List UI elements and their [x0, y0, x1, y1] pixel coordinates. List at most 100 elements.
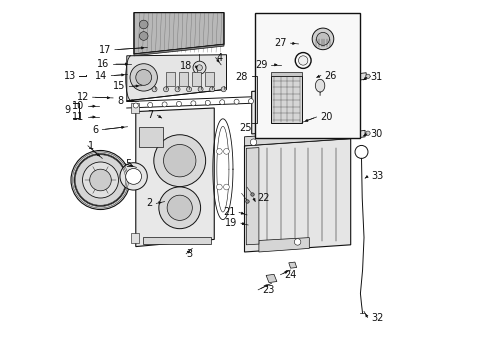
- Text: 22: 22: [257, 193, 269, 203]
- Circle shape: [176, 102, 181, 107]
- Circle shape: [136, 69, 151, 85]
- Circle shape: [133, 103, 138, 108]
- Polygon shape: [244, 130, 350, 146]
- Polygon shape: [134, 44, 224, 56]
- Text: 7: 7: [147, 110, 153, 120]
- Circle shape: [75, 154, 126, 206]
- Circle shape: [186, 87, 191, 92]
- Circle shape: [125, 168, 141, 184]
- Circle shape: [234, 99, 239, 104]
- Circle shape: [250, 139, 256, 145]
- Circle shape: [139, 20, 148, 29]
- Circle shape: [209, 87, 214, 92]
- Polygon shape: [271, 72, 302, 76]
- Text: 30: 30: [370, 129, 382, 139]
- Circle shape: [167, 195, 192, 220]
- Circle shape: [223, 149, 229, 154]
- Polygon shape: [136, 108, 214, 247]
- Circle shape: [139, 32, 148, 40]
- Circle shape: [316, 32, 329, 45]
- Polygon shape: [288, 262, 296, 268]
- Bar: [205, 72, 213, 86]
- Bar: [131, 103, 139, 113]
- Polygon shape: [258, 238, 309, 252]
- Circle shape: [163, 144, 196, 177]
- Bar: [131, 233, 139, 243]
- Circle shape: [311, 28, 333, 50]
- Text: 17: 17: [99, 45, 111, 55]
- Text: 25: 25: [239, 123, 251, 133]
- Text: 21: 21: [223, 207, 235, 217]
- Text: 29: 29: [255, 60, 267, 70]
- Circle shape: [71, 150, 130, 210]
- Bar: [139, 127, 163, 147]
- Polygon shape: [244, 139, 350, 252]
- Circle shape: [120, 163, 147, 190]
- Circle shape: [216, 184, 222, 190]
- Text: 8: 8: [117, 96, 123, 106]
- Circle shape: [339, 121, 344, 126]
- Polygon shape: [360, 73, 366, 80]
- Circle shape: [130, 64, 157, 91]
- Bar: [166, 72, 175, 86]
- Polygon shape: [251, 85, 348, 134]
- Circle shape: [223, 184, 229, 190]
- Text: 33: 33: [370, 171, 383, 181]
- Circle shape: [255, 127, 260, 132]
- Circle shape: [365, 131, 369, 135]
- Circle shape: [82, 162, 118, 198]
- Text: 13: 13: [63, 71, 76, 81]
- Circle shape: [294, 239, 300, 245]
- Polygon shape: [315, 79, 324, 95]
- Text: 14: 14: [95, 71, 107, 81]
- Polygon shape: [271, 76, 302, 123]
- Text: 20: 20: [320, 112, 332, 122]
- Text: 9: 9: [65, 105, 71, 115]
- Text: 23: 23: [261, 285, 274, 295]
- Text: 3: 3: [186, 249, 192, 259]
- Circle shape: [205, 100, 210, 105]
- Circle shape: [196, 65, 202, 71]
- Text: 2: 2: [146, 198, 152, 208]
- Text: 18: 18: [180, 60, 192, 71]
- Text: 5: 5: [125, 159, 131, 169]
- Polygon shape: [359, 130, 365, 138]
- Bar: [192, 72, 201, 86]
- Text: 12: 12: [77, 92, 89, 102]
- Text: 6: 6: [92, 125, 99, 135]
- Polygon shape: [134, 13, 224, 54]
- Circle shape: [298, 56, 307, 65]
- Text: 16: 16: [97, 59, 109, 69]
- Circle shape: [255, 91, 260, 96]
- Bar: [254, 13, 359, 138]
- Circle shape: [339, 91, 344, 96]
- Circle shape: [365, 74, 369, 78]
- Bar: [179, 72, 187, 86]
- Text: 27: 27: [274, 38, 286, 48]
- Polygon shape: [265, 274, 276, 283]
- Circle shape: [221, 87, 225, 92]
- Circle shape: [175, 87, 180, 92]
- Circle shape: [219, 100, 224, 105]
- Text: 32: 32: [370, 312, 383, 323]
- Circle shape: [193, 61, 205, 74]
- Text: 24: 24: [284, 270, 296, 280]
- Bar: [131, 170, 139, 180]
- Circle shape: [216, 149, 222, 154]
- Circle shape: [338, 132, 344, 138]
- Text: 28: 28: [235, 72, 247, 82]
- Text: 15: 15: [113, 81, 125, 91]
- Circle shape: [89, 169, 111, 191]
- Circle shape: [163, 87, 168, 92]
- Bar: [142, 237, 210, 244]
- Polygon shape: [126, 55, 226, 101]
- Circle shape: [147, 103, 152, 108]
- Circle shape: [152, 87, 157, 92]
- Polygon shape: [246, 148, 258, 245]
- Text: 19: 19: [224, 218, 237, 228]
- Text: 4: 4: [216, 53, 222, 63]
- Circle shape: [162, 102, 167, 107]
- Text: 10: 10: [72, 101, 84, 111]
- Text: 31: 31: [370, 72, 382, 82]
- Circle shape: [198, 87, 203, 92]
